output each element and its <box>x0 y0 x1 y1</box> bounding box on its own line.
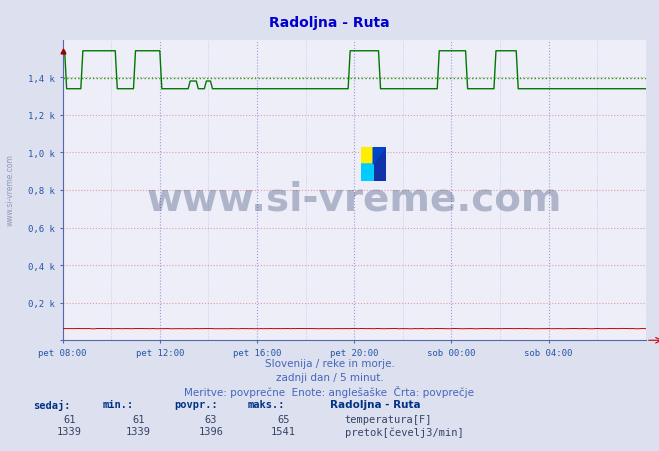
Text: Radoljna - Ruta: Radoljna - Ruta <box>330 399 420 409</box>
Polygon shape <box>373 148 386 165</box>
Text: 61: 61 <box>63 414 75 424</box>
Text: 1339: 1339 <box>57 426 82 436</box>
Text: www.si-vreme.com: www.si-vreme.com <box>146 180 562 218</box>
Text: 1339: 1339 <box>126 426 151 436</box>
Polygon shape <box>373 148 386 182</box>
Text: 65: 65 <box>277 414 289 424</box>
Text: povpr.:: povpr.: <box>175 399 218 409</box>
Text: 1396: 1396 <box>198 426 223 436</box>
Text: min.:: min.: <box>102 399 133 409</box>
Text: Meritve: povprečne  Enote: anglešaške  Črta: povprečje: Meritve: povprečne Enote: anglešaške Črt… <box>185 386 474 398</box>
Text: temperatura[F]: temperatura[F] <box>345 414 432 424</box>
Text: sedaj:: sedaj: <box>33 399 71 410</box>
Text: pretok[čevelj3/min]: pretok[čevelj3/min] <box>345 426 463 437</box>
Polygon shape <box>361 165 373 182</box>
Text: www.si-vreme.com: www.si-vreme.com <box>5 153 14 226</box>
Text: 1541: 1541 <box>271 426 296 436</box>
Text: Slovenija / reke in morje.: Slovenija / reke in morje. <box>264 359 395 368</box>
Text: zadnji dan / 5 minut.: zadnji dan / 5 minut. <box>275 372 384 382</box>
Polygon shape <box>361 148 373 165</box>
Text: maks.:: maks.: <box>247 399 285 409</box>
Polygon shape <box>361 165 373 182</box>
Text: 63: 63 <box>205 414 217 424</box>
Text: 61: 61 <box>132 414 144 424</box>
Text: Radoljna - Ruta: Radoljna - Ruta <box>269 16 390 30</box>
